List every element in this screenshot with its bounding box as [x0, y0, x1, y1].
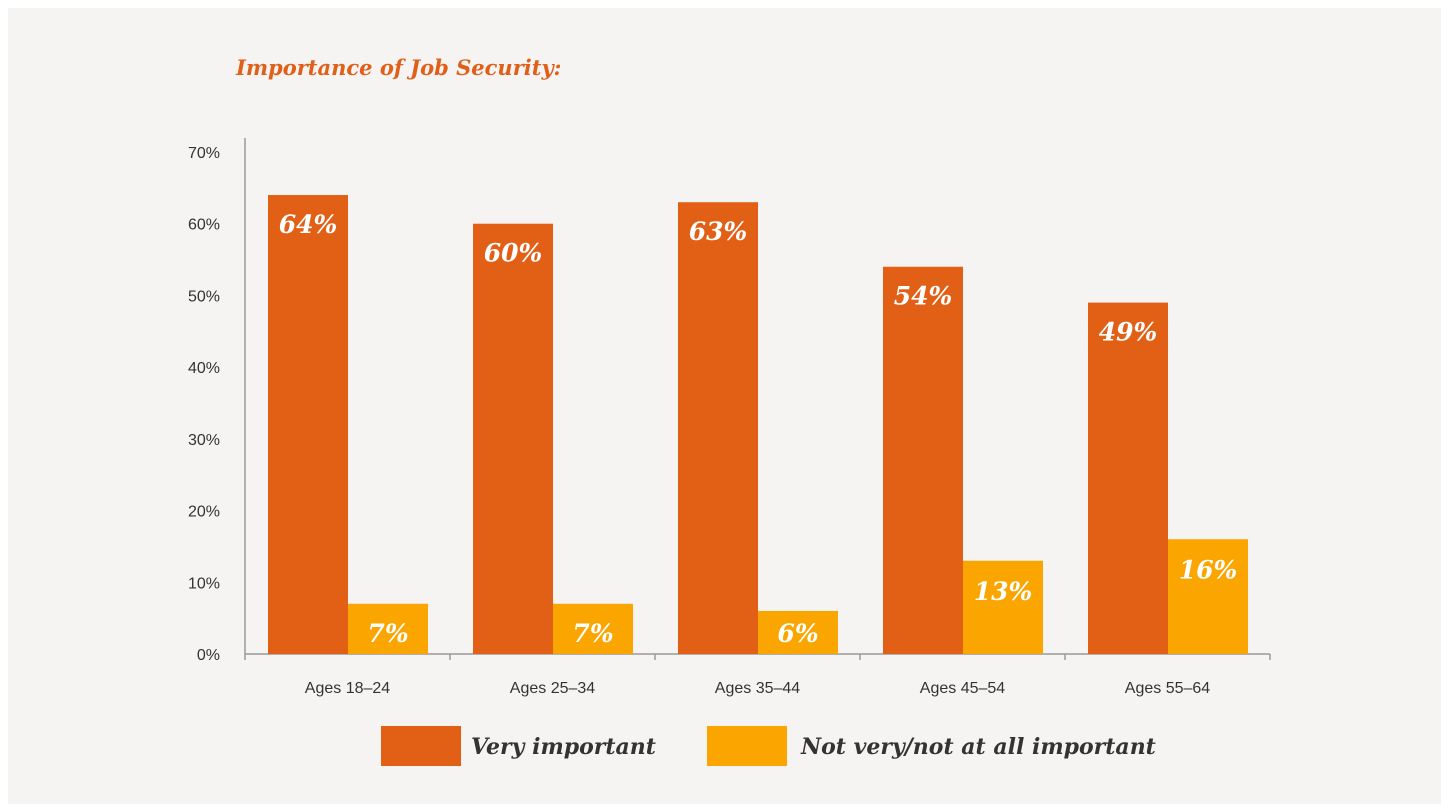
- bar: [758, 610, 838, 654]
- y-tick-label: 20%: [188, 504, 220, 521]
- bar: [1088, 302, 1168, 654]
- bars: 64% 7% 60% 7% 63% 6% 54% 13% 49% 16%: [268, 195, 1248, 654]
- y-tick-label: 0%: [197, 647, 220, 664]
- bar: [473, 223, 553, 654]
- legend: Very important Not very/not at all import…: [381, 726, 1156, 766]
- bar: [678, 202, 758, 654]
- bar: [883, 266, 963, 654]
- x-tick-label: Ages 25–34: [510, 680, 596, 697]
- x-tick-label: Ages 35–44: [715, 680, 801, 697]
- legend-swatch: [381, 726, 461, 766]
- bar-data-label: 64%: [279, 210, 338, 239]
- bar-data-label: 6%: [777, 619, 818, 648]
- bar-data-label: 7%: [572, 619, 613, 648]
- bar-data-label: 49%: [1099, 318, 1158, 347]
- bar: [963, 560, 1043, 654]
- y-tick-label: 60%: [188, 217, 220, 234]
- y-tick-label: 50%: [188, 288, 220, 305]
- bar: [268, 195, 348, 654]
- y-tick-label: 40%: [188, 360, 220, 377]
- bar: [1168, 539, 1248, 654]
- x-tick-label: Ages 55–64: [1125, 680, 1211, 697]
- legend-label: Very important: [471, 734, 656, 760]
- bar-data-label: 16%: [1179, 555, 1238, 584]
- bar-data-label: 54%: [894, 282, 953, 311]
- y-tick-label: 10%: [188, 575, 220, 592]
- bar: [348, 603, 428, 654]
- bar-data-label: 63%: [689, 217, 748, 246]
- chart-title: Importance of Job Security:: [236, 55, 562, 80]
- y-tick-label: 30%: [188, 432, 220, 449]
- bar-data-label: 60%: [484, 239, 543, 268]
- legend-label: Not very/not at all important: [800, 734, 1156, 760]
- y-tick-label: 70%: [188, 145, 220, 162]
- x-axis: Ages 18–24 Ages 25–34 Ages 35–44 Ages 45–54…: [244, 653, 1271, 697]
- x-tick-label: Ages 18–24: [305, 680, 391, 697]
- bar-data-label: 13%: [974, 577, 1033, 606]
- bar: [553, 603, 633, 654]
- bar-data-label: 7%: [367, 619, 408, 648]
- y-axis: 0% 10% 20% 30% 40% 50% 60% 70%: [188, 138, 246, 664]
- legend-swatch: [707, 726, 787, 766]
- x-tick-label: Ages 45–54: [920, 680, 1006, 697]
